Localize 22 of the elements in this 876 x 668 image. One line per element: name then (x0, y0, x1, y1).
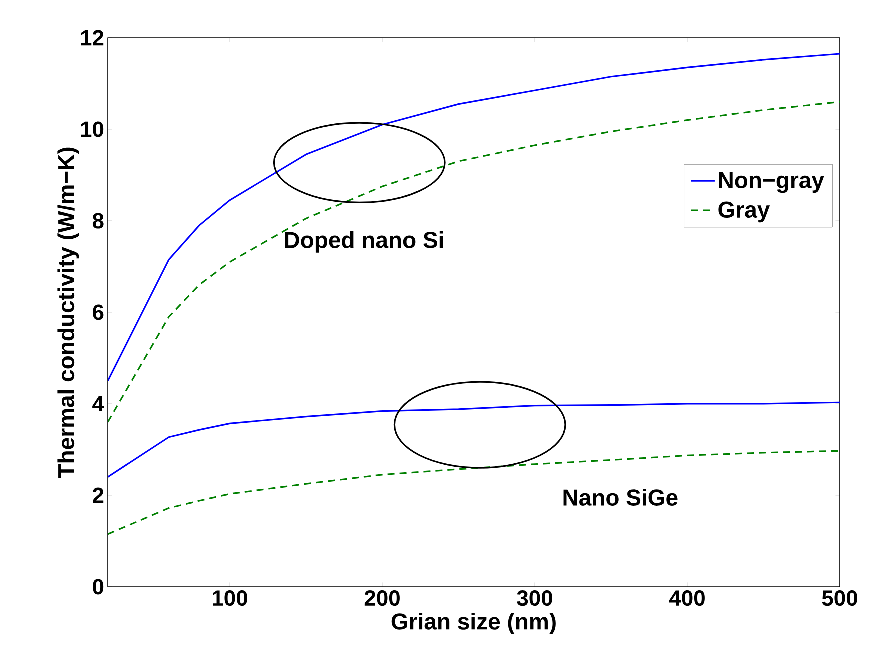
annotation: Doped nano Si (285, 231, 444, 253)
x-tick-label: 300 (517, 590, 552, 606)
y-tick-label: 2 (93, 488, 104, 504)
y-tick-label: 6 (93, 304, 104, 320)
annotation: Nano SiGe (564, 489, 678, 506)
x-tick-label: 500 (822, 590, 858, 606)
y-tick-label: 12 (81, 30, 104, 46)
y-axis-title: Thermal conductivity (W/m−K) (58, 148, 80, 478)
y-tick-label: 0 (93, 579, 104, 595)
line-series (108, 450, 840, 536)
x-tick-label: 200 (364, 590, 400, 606)
y-tick-label: 4 (92, 396, 104, 412)
line-series (108, 53, 840, 382)
y-tick-label: 10 (81, 122, 104, 138)
y-tick-label: 8 (92, 213, 104, 229)
legend-label: Non−gray (719, 172, 824, 194)
x-axis-title: Grian size (nm) (392, 612, 556, 634)
line-series (108, 101, 840, 424)
x-tick-label: 100 (213, 590, 248, 606)
line-series (108, 402, 840, 478)
legend-label: Gray (718, 202, 770, 223)
x-tick-label: 400 (669, 590, 705, 606)
